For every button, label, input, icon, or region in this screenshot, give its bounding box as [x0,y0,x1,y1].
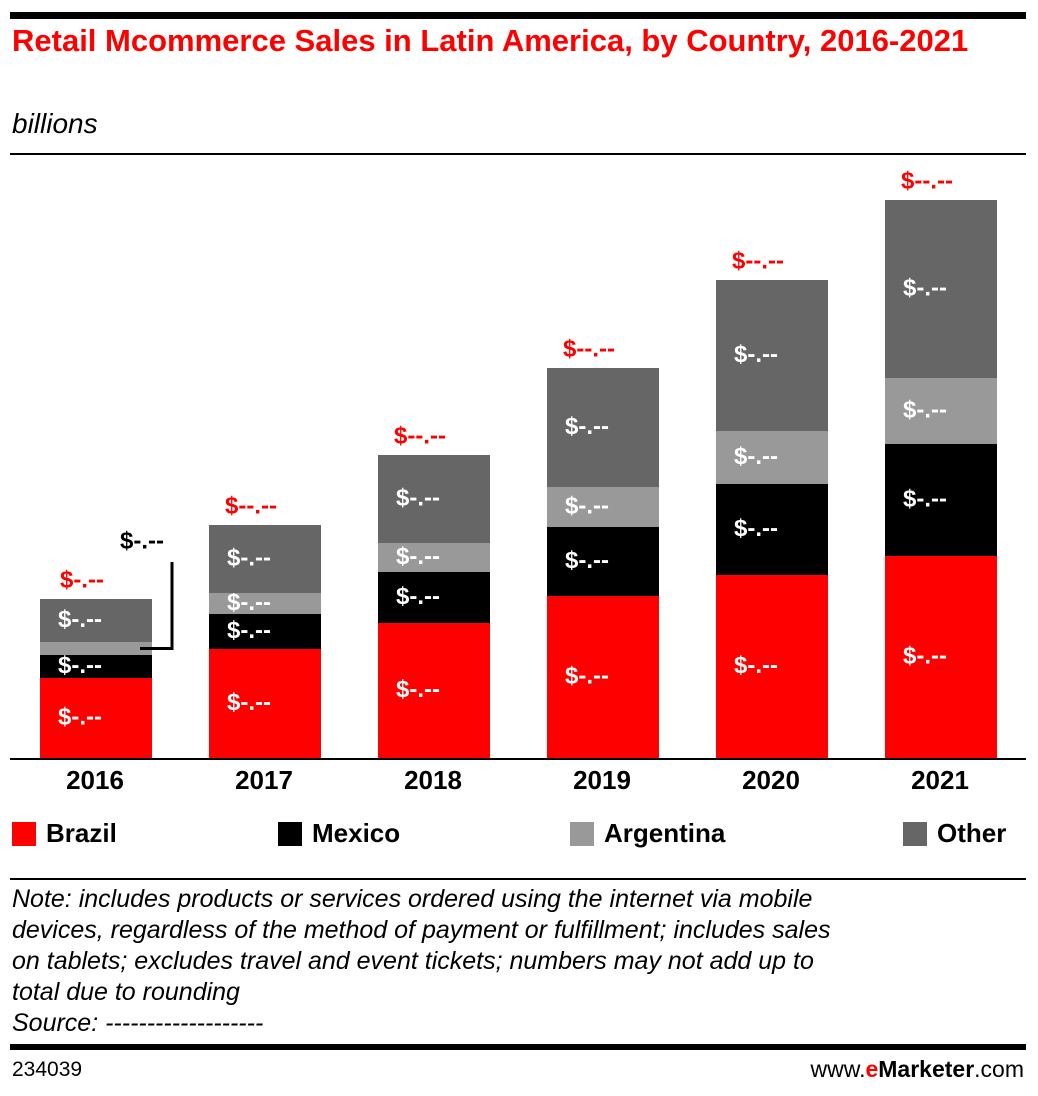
callout-bracket [140,562,174,650]
value-label: $-.-- [565,547,609,574]
value-label: $-.-- [903,396,947,423]
bar-segment [209,525,321,593]
bar-segment [716,575,828,758]
bar-segment [40,655,152,678]
total-label: $--.-- [225,492,277,519]
legend-label: Brazil [46,818,117,848]
brand-suffix: .com [974,1056,1024,1082]
legend-swatch [570,822,594,846]
x-tick-label: 2016 [66,765,124,795]
bar-segment [40,599,152,642]
bar-segment [209,649,321,758]
note-line: on tablets; excludes travel and event ti… [12,947,814,975]
bottom-rule [10,1044,1026,1050]
value-label: $-.-- [903,642,947,669]
x-tick-label: 2018 [404,765,462,795]
total-label: $--.-- [394,422,446,449]
legend-swatch [903,822,927,846]
bar-segment [885,444,997,556]
x-tick-label: 2017 [235,765,293,795]
note-line: total due to rounding [12,978,240,1006]
value-label: $-.-- [734,652,778,679]
value-label: $-.-- [565,492,609,519]
bar-segment [885,556,997,758]
top-rule [10,12,1026,19]
bar-segment [378,455,490,543]
brand-name: Marketer [878,1056,975,1082]
value-label: $-.-- [396,583,440,610]
legend-label: Argentina [604,818,726,848]
bar-segment [378,572,490,623]
bar-segment [716,431,828,484]
value-label: $-.-- [227,617,271,644]
legend-label: Other [937,818,1006,848]
legend-label: Mexico [312,818,400,848]
chart-subtitle: billions [12,108,98,139]
value-label: $-.-- [58,703,102,730]
bar-segment [716,484,828,575]
x-tick-label: 2021 [911,765,969,795]
value-label: $-.-- [565,413,609,440]
total-label: $--.-- [901,167,953,194]
bar-segment [378,623,490,758]
value-label: $-.-- [227,589,271,616]
value-label: $-.-- [903,485,947,512]
value-label: $-.-- [396,484,440,511]
value-label: $-.-- [120,527,164,554]
legend-swatch [12,822,36,846]
total-label: $--.-- [732,247,784,274]
note-rule [10,878,1026,880]
brand-prefix: www. [810,1056,866,1082]
source: Source: ------------------- [12,1009,264,1037]
value-label: $-.-- [58,606,102,633]
footer-id: 234039 [12,1058,83,1081]
legend-swatch [278,822,302,846]
footer-brand: www.eMarketer.com [811,1056,1024,1083]
header-rule [10,153,1026,155]
bar-segment [885,200,997,378]
value-label: $-.-- [734,515,778,542]
value-label: $-.-- [58,652,102,679]
bar-segment [547,527,659,596]
bar-segment [209,593,321,614]
bar-segment [40,642,152,655]
bar-segment [547,487,659,527]
brand-e: e [865,1056,879,1082]
bar-segment [885,378,997,444]
x-tick-label: 2019 [573,765,631,795]
chart: $-.--$-.--$-.--$-.--$-.--2016$-.--$-.--$… [10,167,1026,848]
bar-segment [209,614,321,649]
value-label: $-.-- [396,676,440,703]
value-label: $-.-- [734,341,778,368]
value-label: $-.-- [734,443,778,470]
note-line: Note: includes products or services orde… [12,885,813,913]
x-tick-label: 2020 [742,765,800,795]
bar-segment [716,280,828,431]
note: Note: includes products or services orde… [12,884,1032,1039]
bar-segment [547,596,659,758]
bar-segment [547,368,659,487]
total-label: $--.-- [563,335,615,362]
note-line: devices, regardless of the method of pay… [12,916,831,944]
value-label: $-.-- [396,543,440,570]
value-label: $-.-- [903,274,947,301]
value-label: $-.-- [227,544,271,571]
value-label: $-.-- [565,662,609,689]
value-label: $-.-- [227,689,271,716]
total-label: $-.-- [60,566,104,593]
bar-segment [378,543,490,572]
chart-title: Retail Mcommerce Sales in Latin America,… [12,23,969,58]
bar-segment [40,678,152,758]
